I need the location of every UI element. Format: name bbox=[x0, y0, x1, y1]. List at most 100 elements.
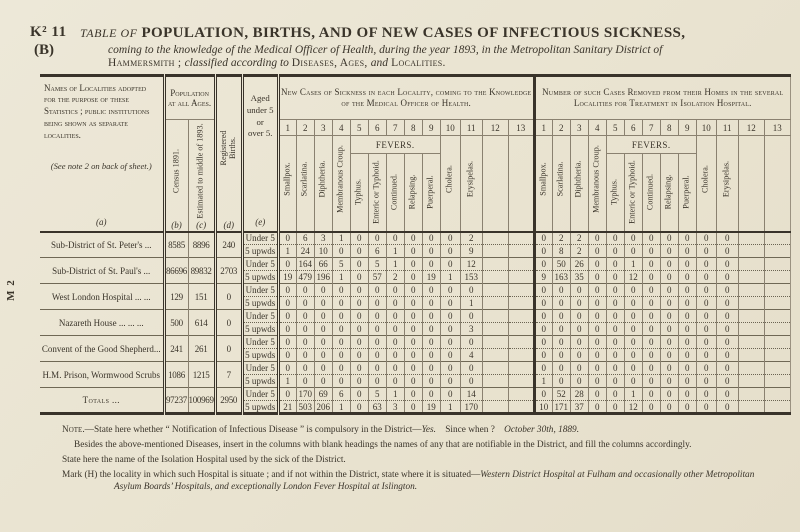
column-number: 9 bbox=[677, 119, 697, 136]
removed-cell: 0 bbox=[659, 361, 679, 375]
case-cell: 6 bbox=[331, 387, 351, 401]
case-cell: 0 bbox=[439, 374, 461, 388]
removed-cell: 0 bbox=[715, 348, 739, 362]
note-segment: Since when ? bbox=[435, 425, 505, 435]
removed-cell bbox=[763, 374, 791, 388]
removed-cell: 0 bbox=[532, 322, 553, 336]
removed-cell: 0 bbox=[677, 361, 697, 375]
case-cell: 5 bbox=[367, 257, 387, 271]
case-cell: 170 bbox=[295, 387, 315, 401]
column-number: 5 bbox=[605, 119, 625, 136]
age-band-label: Under 5 bbox=[240, 230, 279, 245]
removed-cell: 52 bbox=[551, 387, 571, 401]
case-cell: 0 bbox=[385, 335, 405, 349]
case-cell: 206 bbox=[313, 400, 333, 414]
removed-cell: 0 bbox=[715, 257, 739, 271]
fever-column-header: Relapsing. bbox=[403, 153, 423, 232]
case-cell: 0 bbox=[403, 400, 423, 414]
case-cell: 0 bbox=[385, 296, 405, 310]
case-cell: 1 bbox=[385, 387, 405, 401]
removed-cell: 0 bbox=[551, 322, 571, 336]
case-cell bbox=[481, 322, 509, 336]
removed-cell bbox=[763, 257, 791, 271]
removed-cell: 12 bbox=[623, 270, 643, 284]
case-cell: 6 bbox=[295, 230, 315, 245]
removed-cell: 0 bbox=[641, 270, 661, 284]
case-cell: 5 bbox=[331, 257, 351, 271]
removed-cell: 0 bbox=[715, 283, 739, 297]
removed-cell bbox=[737, 257, 765, 271]
estimated-value: 261 bbox=[187, 335, 216, 362]
form-reference: K² 11 (B) bbox=[30, 24, 78, 69]
fever-column-header: Typhus. bbox=[349, 153, 369, 232]
case-cell: 0 bbox=[276, 296, 297, 310]
fever-column-header-label: Typhus. bbox=[609, 179, 619, 206]
removed-cell: 0 bbox=[587, 230, 607, 245]
locality-name: Totals ... bbox=[40, 387, 164, 414]
births-value: 0 bbox=[213, 335, 243, 362]
case-cell bbox=[507, 257, 535, 271]
case-cell: 0 bbox=[331, 296, 351, 310]
removed-cell bbox=[763, 309, 791, 323]
blank-disease-column-header bbox=[737, 135, 765, 232]
estimated-value: 89832 bbox=[187, 257, 216, 284]
fever-column-header-label: Enteric or Typhoid. bbox=[627, 160, 637, 225]
case-cell: 1 bbox=[439, 400, 461, 414]
removed-cell: 0 bbox=[659, 348, 679, 362]
subtitle-segment: Localities. bbox=[388, 57, 446, 69]
removed-cell: 0 bbox=[659, 283, 679, 297]
removed-cell bbox=[763, 335, 791, 349]
removed-cell: 0 bbox=[605, 244, 625, 258]
case-cell: 0 bbox=[295, 309, 315, 323]
locality-name: Nazareth House ... ... ... bbox=[40, 309, 164, 336]
names-column-header: Names of Localities adopted for the purp… bbox=[40, 76, 164, 232]
case-cell: 0 bbox=[313, 322, 333, 336]
disease-column-header-label: Scarlatina. bbox=[555, 162, 565, 197]
removed-cell: 0 bbox=[677, 348, 697, 362]
disease-column-header: Diphtheria. bbox=[569, 135, 589, 232]
removed-cell: 0 bbox=[659, 270, 679, 284]
removed-cell: 0 bbox=[605, 296, 625, 310]
case-cell: 1 bbox=[276, 374, 297, 388]
removed-cell: 8 bbox=[551, 244, 571, 258]
disease-column-header: Cholera. bbox=[439, 135, 461, 232]
case-cell: 0 bbox=[421, 322, 441, 336]
case-cell: 0 bbox=[403, 257, 423, 271]
case-cell bbox=[481, 374, 509, 388]
note-segment: Note. bbox=[62, 425, 85, 435]
removed-cell: 2 bbox=[551, 230, 571, 245]
removed-cell bbox=[737, 270, 765, 284]
removed-cell: 0 bbox=[605, 374, 625, 388]
column-number: 12 bbox=[481, 119, 509, 136]
removed-cell: 0 bbox=[623, 296, 643, 310]
removed-cell: 0 bbox=[715, 400, 739, 414]
disease-column-header-label: Scarlatina. bbox=[299, 162, 309, 197]
sickness-table: Names of Localities adopted for the purp… bbox=[40, 74, 791, 415]
removed-cell: 0 bbox=[587, 335, 607, 349]
disease-column-header-label: Cholera. bbox=[700, 165, 710, 194]
case-cell: 0 bbox=[439, 335, 461, 349]
removed-cell: 0 bbox=[587, 322, 607, 336]
removed-cell: 0 bbox=[695, 322, 717, 336]
column-letter: (c) bbox=[196, 219, 207, 230]
removed-cell: 0 bbox=[641, 374, 661, 388]
estimated-column-header-label: Estimated to middle of 1893. bbox=[195, 123, 205, 219]
disease-column-header-label: Membranous Croup. bbox=[335, 145, 345, 214]
case-cell: 57 bbox=[367, 270, 387, 284]
case-cell: 0 bbox=[421, 361, 441, 375]
removed-cell: 0 bbox=[659, 230, 679, 245]
removed-cell: 0 bbox=[641, 296, 661, 310]
removed-cell: 0 bbox=[695, 244, 717, 258]
removed-cell: 1 bbox=[623, 257, 643, 271]
case-cell: 0 bbox=[331, 335, 351, 349]
table-row: Nazareth House ... ... ... 500 614 0 Under 5… bbox=[40, 309, 791, 336]
removed-cell: 26 bbox=[569, 257, 589, 271]
removed-cell: 0 bbox=[695, 335, 717, 349]
case-cell: 0 bbox=[331, 244, 351, 258]
case-cell: 0 bbox=[276, 230, 297, 245]
case-cell: 0 bbox=[367, 296, 387, 310]
column-number: 6 bbox=[367, 119, 387, 136]
case-cell: 0 bbox=[439, 387, 461, 401]
removed-cell: 0 bbox=[641, 257, 661, 271]
removed-cell bbox=[737, 244, 765, 258]
